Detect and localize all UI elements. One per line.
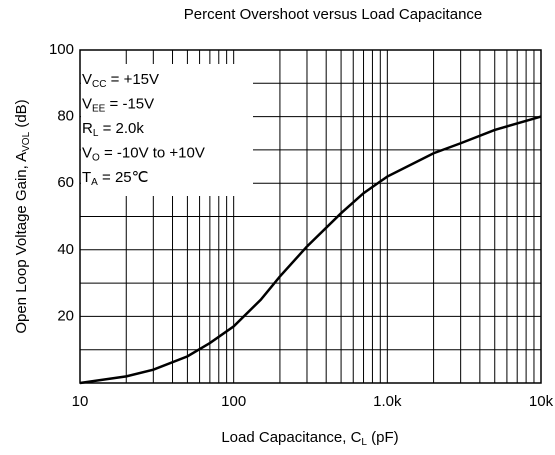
text-part: Open Loop Voltage Gain, A bbox=[13, 152, 30, 334]
text-part: V bbox=[82, 144, 92, 161]
x-tick-label: 10k bbox=[529, 393, 554, 410]
text-part: (dB) bbox=[13, 99, 30, 132]
text-part: (pF) bbox=[367, 429, 399, 446]
annotation: VO = -10V to +10V bbox=[82, 144, 205, 163]
x-axis-label: Load Capacitance, CL (pF) bbox=[221, 429, 398, 448]
annotation: VCC = +15V bbox=[82, 71, 159, 90]
y-axis-label: Open Loop Voltage Gain, AVOL (dB) bbox=[13, 99, 32, 333]
text-part: R bbox=[82, 120, 93, 137]
x-tick-label: 100 bbox=[221, 393, 246, 410]
y-tick-label: 40 bbox=[57, 241, 74, 258]
x-tick-label: 1.0k bbox=[373, 393, 402, 410]
text-part: = +15V bbox=[106, 71, 159, 88]
y-tick-label: 20 bbox=[57, 307, 74, 324]
text-part: V bbox=[82, 71, 92, 88]
line-series bbox=[79, 115, 542, 385]
y-tick-label: 80 bbox=[57, 108, 74, 125]
text-part: = -15V bbox=[105, 95, 154, 112]
subscript: O bbox=[92, 152, 100, 163]
annotation: TA = 25℃ bbox=[82, 169, 148, 188]
subscript: EE bbox=[92, 103, 106, 114]
subscript: VOL bbox=[21, 131, 32, 151]
subscript: L bbox=[93, 128, 99, 139]
chart-title: Percent Overshoot versus Load Capacitanc… bbox=[184, 6, 483, 23]
y-tick-label: 60 bbox=[57, 174, 74, 191]
plot-frame bbox=[79, 49, 542, 384]
text-part: = 25℃ bbox=[98, 169, 149, 186]
subscript: CC bbox=[92, 79, 106, 90]
text-part: = 2.0k bbox=[98, 120, 144, 137]
text-part: Load Capacitance, C bbox=[221, 429, 361, 446]
text-part: = -10V to +10V bbox=[100, 144, 205, 161]
subscript: A bbox=[91, 177, 98, 188]
text-part: V bbox=[82, 95, 92, 112]
y-tick-label: 100 bbox=[49, 41, 74, 58]
subscript: L bbox=[361, 437, 367, 448]
text-part: T bbox=[82, 169, 91, 186]
annotation-box bbox=[81, 64, 253, 196]
annotation: RL = 2.0k bbox=[82, 120, 144, 139]
annotation: VEE = -15V bbox=[82, 95, 154, 114]
x-tick-label: 10 bbox=[72, 393, 89, 410]
